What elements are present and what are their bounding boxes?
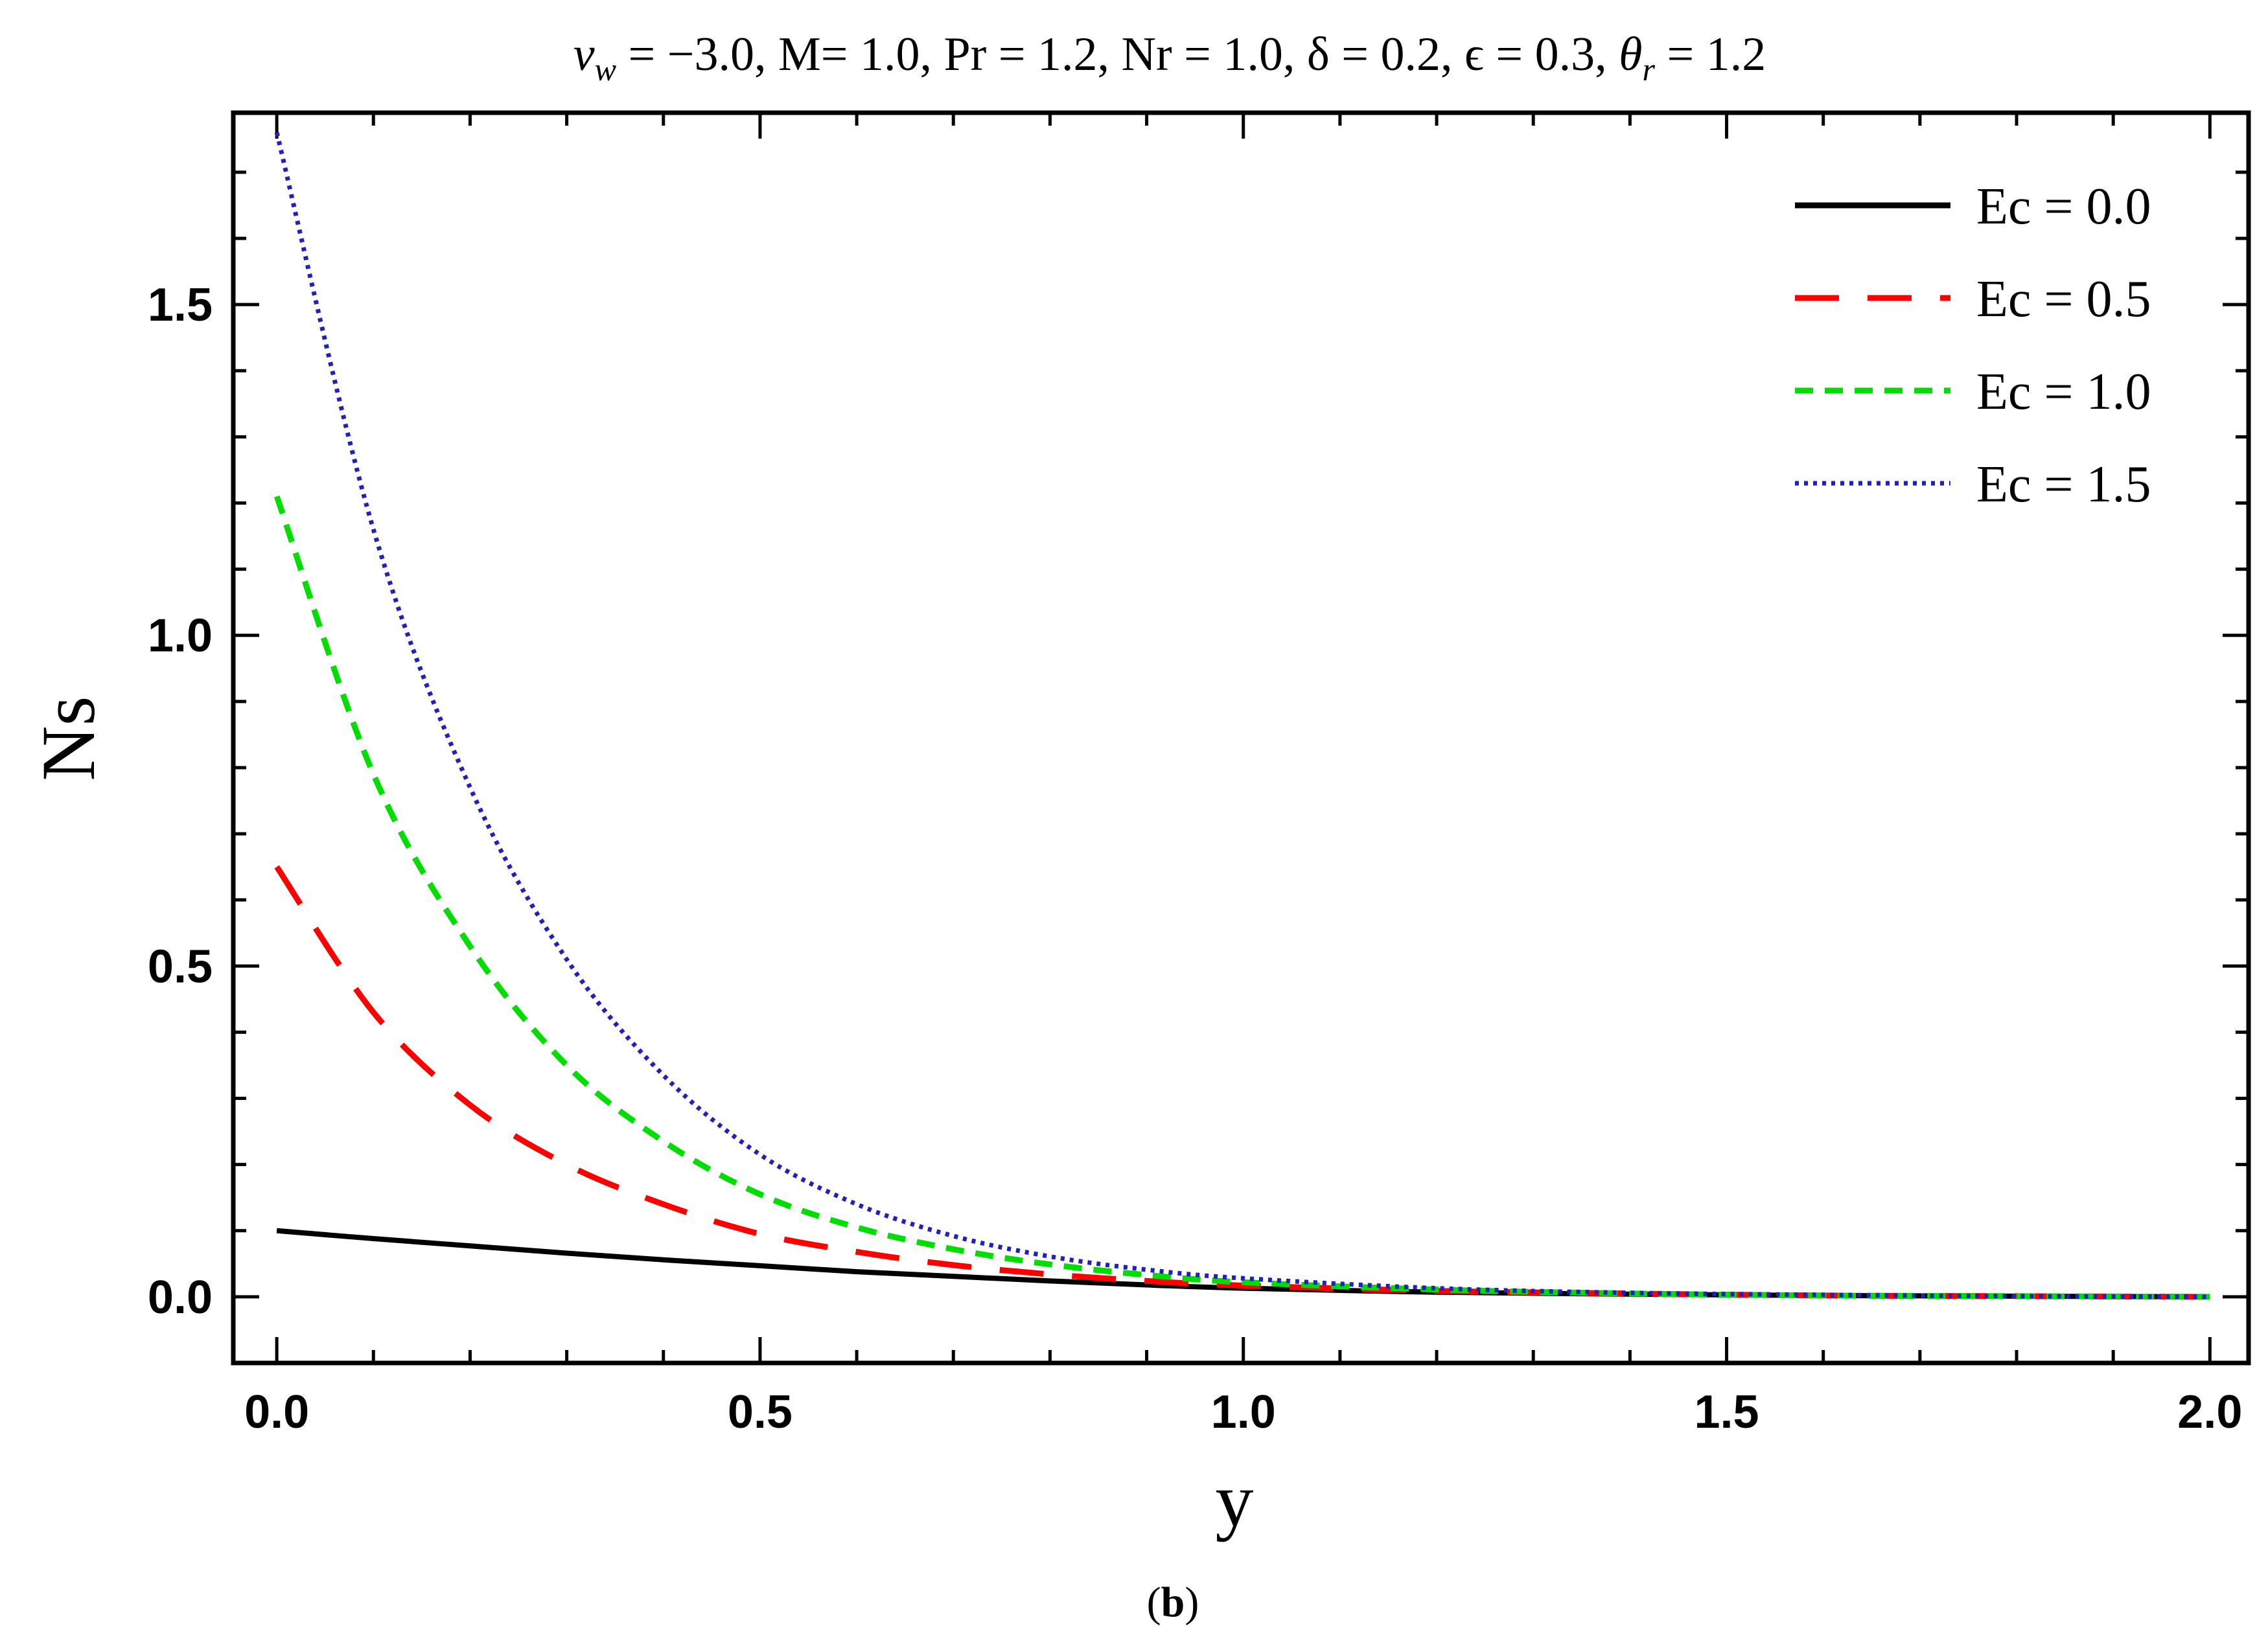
legend-label-ec-1: Ec = 1.0 <box>1976 363 2151 420</box>
series-layer <box>273 132 2210 1300</box>
x-tick-label: 0.5 <box>728 1386 793 1438</box>
y-tick-label: 0.5 <box>148 941 213 992</box>
legend-label-ec-0: Ec = 0.0 <box>1976 178 2151 235</box>
title-middle: = −3.0, M= 1.0, Pr = 1.2, Nr = 1.0, δ = … <box>616 28 1619 81</box>
x-tick-label: 1.0 <box>1211 1386 1276 1438</box>
figure-caption: (b) <box>1147 1579 1199 1626</box>
title-end: = 1.2 <box>1655 28 1766 81</box>
plot-frame <box>231 110 2251 1366</box>
ticks-layer <box>233 113 2249 1365</box>
title-nu: ν <box>573 28 595 81</box>
title-nu-sub: w <box>595 51 616 87</box>
title-theta: θ <box>1619 28 1642 81</box>
y-axis-label: Ns <box>26 696 111 781</box>
series-line-ec-1-5 <box>274 132 2210 1299</box>
legend: Ec = 0.0 Ec = 0.5 Ec = 1.0 Ec = 1.5 <box>1795 178 2151 513</box>
y-tick-label: 1.5 <box>148 279 213 331</box>
chart-title: νw = −3.0, M= 1.0, Pr = 1.2, Nr = 1.0, δ… <box>573 28 1766 87</box>
x-tick-label: 0.0 <box>244 1386 309 1438</box>
y-tick-label: 0.0 <box>148 1272 213 1323</box>
y-tick-label: 1.0 <box>148 610 213 662</box>
legend-label-ec-1-5: Ec = 1.5 <box>1976 456 2151 513</box>
title-theta-sub: r <box>1643 51 1656 87</box>
tick-labels-layer: 0.0 0.5 1.0 1.5 2.0 0.0 0.5 1.0 1.5 <box>148 279 2242 1438</box>
x-tick-label: 2.0 <box>2177 1386 2242 1438</box>
x-axis-label: y <box>1216 1458 1254 1542</box>
caption-close: ) <box>1185 1579 1199 1626</box>
caption-open: ( <box>1147 1579 1161 1626</box>
legend-label-ec-0-5: Ec = 0.5 <box>1976 271 2151 328</box>
series-line-ec-1-0 <box>273 495 2210 1300</box>
series-line-ec-0-5 <box>274 865 2210 1300</box>
x-tick-label: 1.5 <box>1694 1386 1759 1438</box>
caption-letter: b <box>1161 1579 1185 1626</box>
